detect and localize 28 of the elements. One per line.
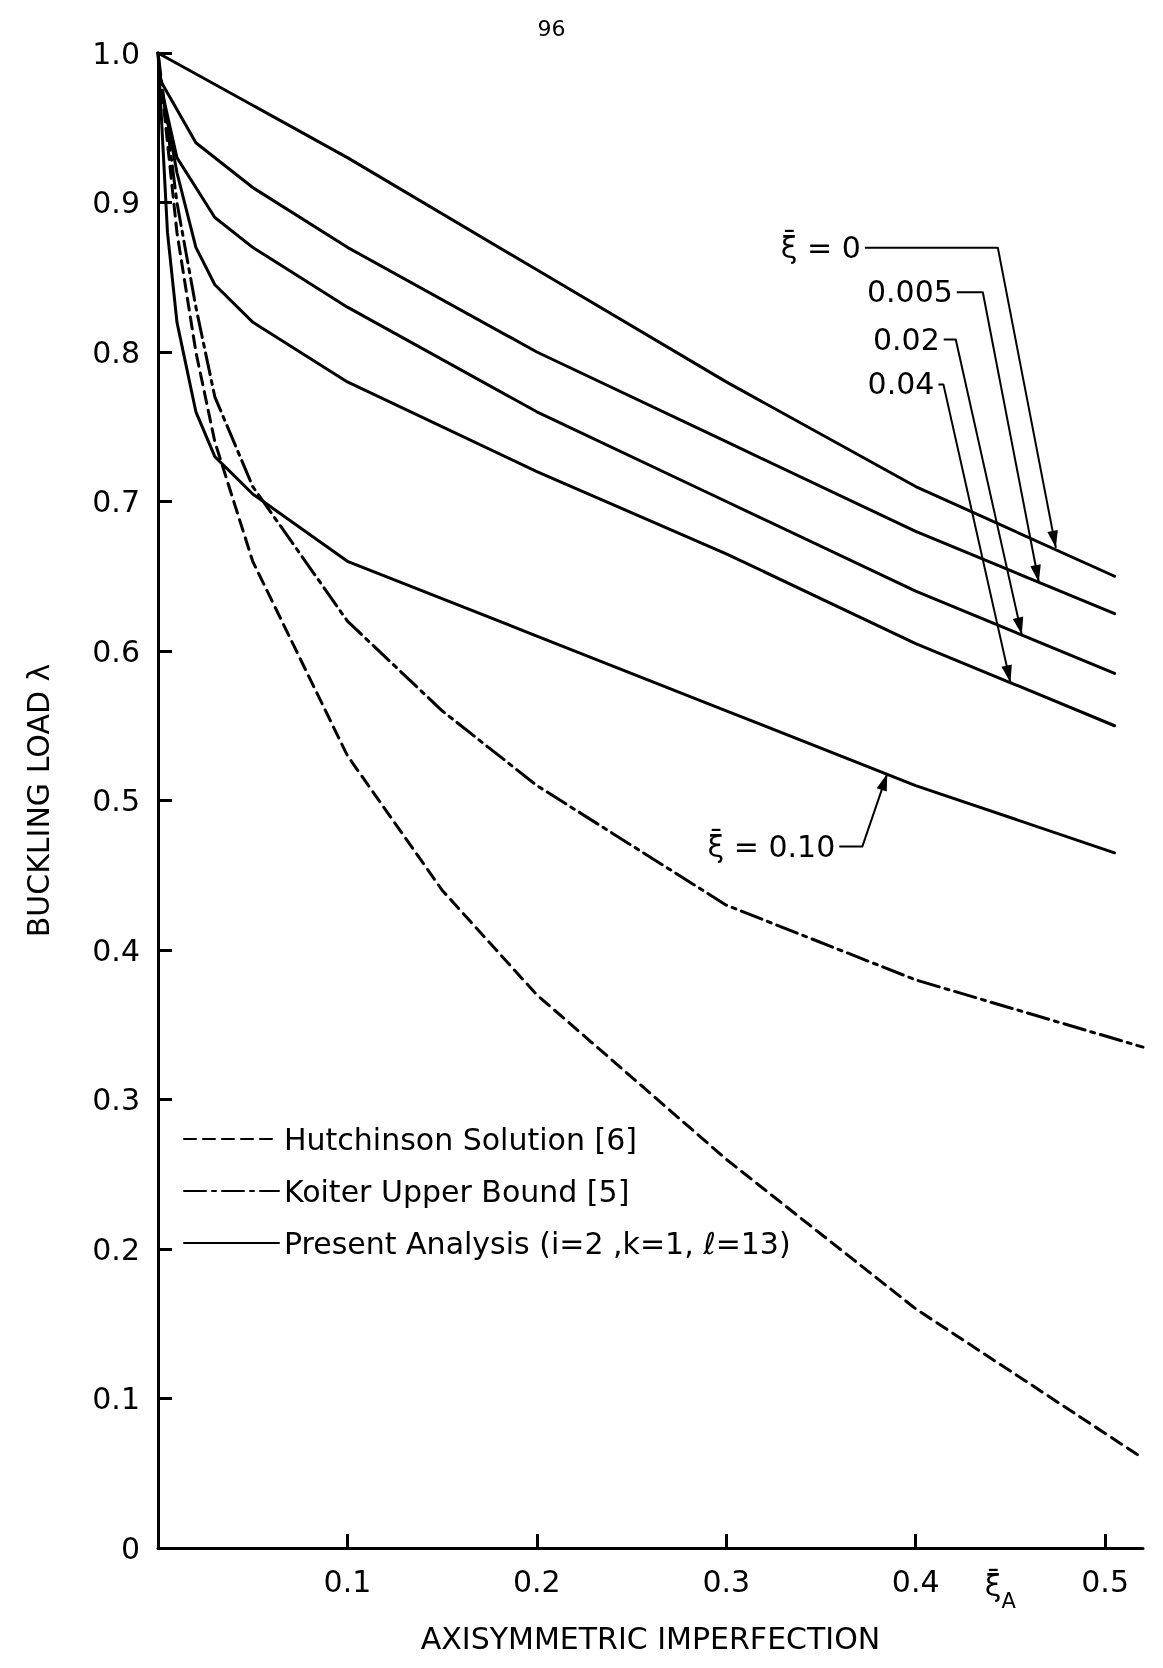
y-tick-label: 0.6 [92, 633, 140, 669]
x-tick-label: 0.5 [1081, 1563, 1129, 1599]
x-axis-title: AXISYMMETRIC IMPERFECTION [420, 1620, 881, 1656]
x-tick-label: 0.1 [323, 1563, 372, 1599]
legend-label: Koiter Upper Bound [5] [284, 1173, 630, 1209]
text: ξ̄$_{A}$ [984, 1567, 1017, 1613]
annotation: ξ̄ = 0 [780, 229, 861, 265]
y-tick-label: 0.2 [92, 1231, 140, 1267]
annotation: 0.005 [866, 274, 953, 310]
y-tick-label: 0.3 [92, 1082, 140, 1117]
legend-label: Hutchinson Solution [6] [284, 1121, 637, 1157]
text: 96 [537, 16, 566, 41]
y-tick-label: 0.8 [92, 334, 140, 370]
y-tick-label: 0.1 [92, 1381, 140, 1416]
annotation: 0.04 [867, 366, 935, 402]
y-tick-label: 0.7 [92, 484, 140, 519]
y-tick-label: 0.5 [92, 783, 140, 818]
x-tick-label: 0.3 [702, 1563, 751, 1599]
x-tick-label: 0.2 [512, 1563, 561, 1599]
y-tick-label: 0.9 [92, 185, 140, 220]
annotation: 0.02 [872, 321, 940, 357]
y-tick-label: 0.4 [92, 932, 140, 968]
y-tick-label: 1.0 [92, 35, 140, 71]
x-tick-label: 0.4 [891, 1563, 940, 1599]
y-tick-label: 0 [120, 1530, 140, 1566]
y-axis-title: BUCKLING LOAD λ [20, 663, 56, 938]
annotation: ξ̄ = 0.10 [707, 828, 836, 864]
legend-label: Present Analysis (i=2 ,k=1, ℓ=13) [284, 1225, 791, 1261]
